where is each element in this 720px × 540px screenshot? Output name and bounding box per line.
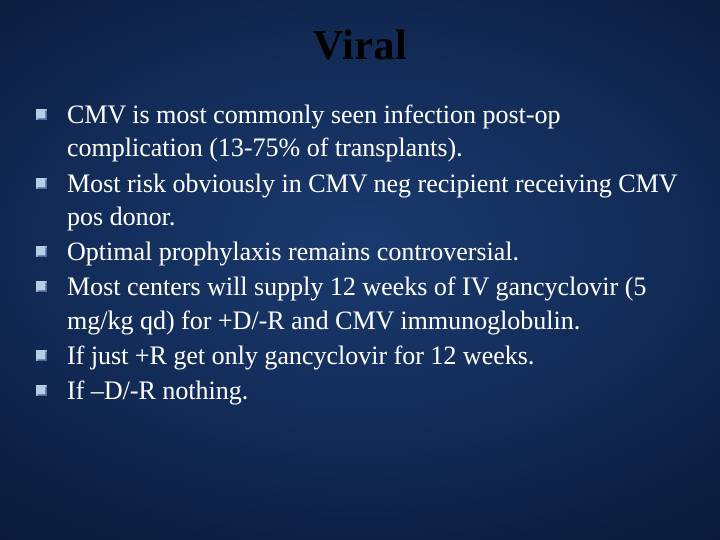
- bullet-text: Most centers will supply 12 weeks of IV …: [67, 270, 688, 337]
- square-bullet-icon: [36, 281, 47, 292]
- list-item: CMV is most commonly seen infection post…: [32, 98, 688, 165]
- list-item: Most risk obviously in CMV neg recipient…: [32, 167, 688, 234]
- list-item: Most centers will supply 12 weeks of IV …: [32, 270, 688, 337]
- slide-content: CMV is most commonly seen infection post…: [0, 70, 720, 407]
- list-item: If –D/-R nothing.: [32, 374, 688, 407]
- bullet-text: If just +R get only gancyclovir for 12 w…: [67, 339, 688, 372]
- list-item: Optimal prophylaxis remains controversia…: [32, 235, 688, 268]
- square-bullet-icon: [36, 350, 47, 361]
- list-item: If just +R get only gancyclovir for 12 w…: [32, 339, 688, 372]
- square-bullet-icon: [36, 109, 47, 120]
- slide-title: Viral: [0, 0, 720, 70]
- square-bullet-icon: [36, 385, 47, 396]
- square-bullet-icon: [36, 246, 47, 257]
- square-bullet-icon: [36, 178, 47, 189]
- bullet-text: Optimal prophylaxis remains controversia…: [67, 235, 688, 268]
- slide: Viral CMV is most commonly seen infectio…: [0, 0, 720, 540]
- bullet-text: Most risk obviously in CMV neg recipient…: [67, 167, 688, 234]
- bullet-text: CMV is most commonly seen infection post…: [67, 98, 688, 165]
- bullet-text: If –D/-R nothing.: [67, 374, 688, 407]
